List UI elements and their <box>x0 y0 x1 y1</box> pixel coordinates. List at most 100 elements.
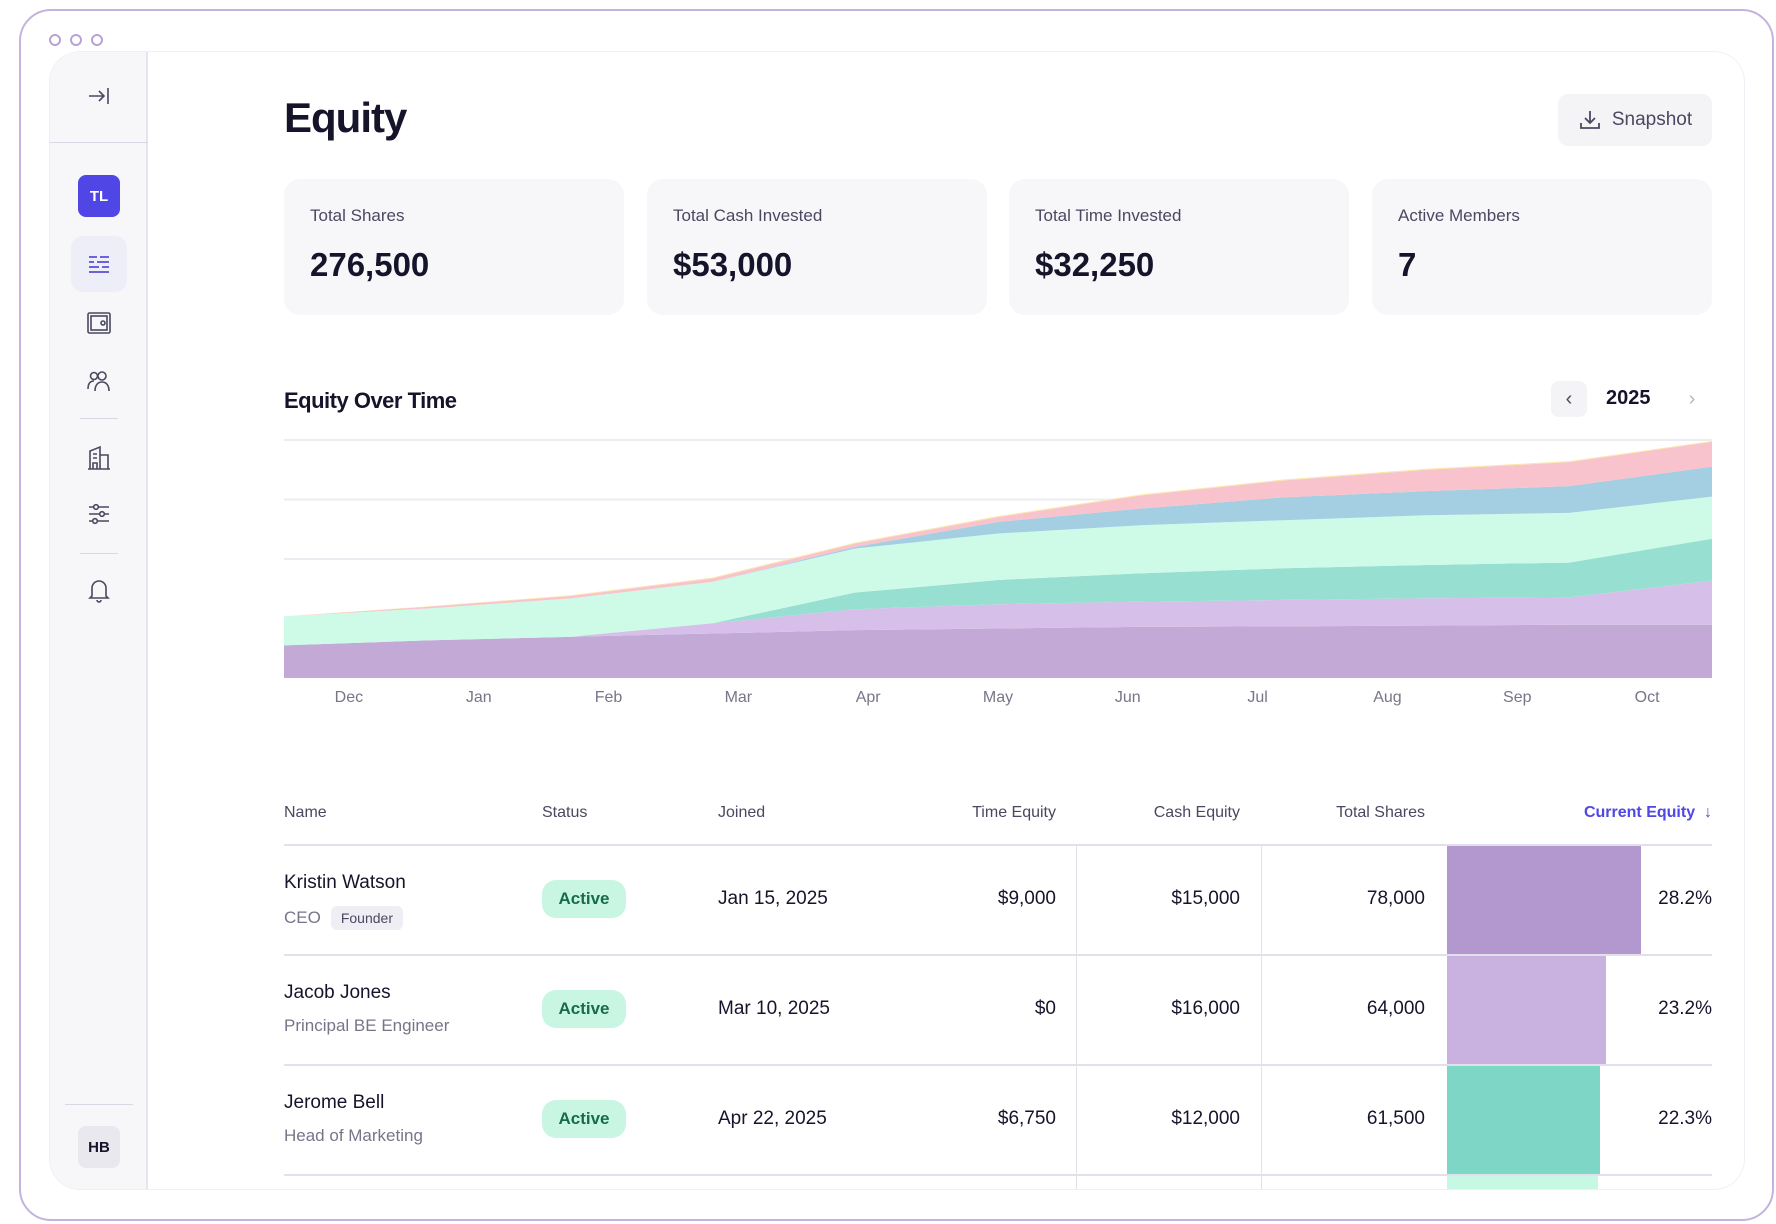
area-series-1 <box>284 624 1712 678</box>
equity-bar <box>1447 846 1641 956</box>
prev-year-button[interactable]: ‹ <box>1551 381 1587 417</box>
download-icon <box>1579 111 1600 129</box>
workspace-avatar[interactable]: TL <box>78 175 120 217</box>
column-header-current-equity[interactable]: Current Equity ↓ <box>1478 804 1712 822</box>
stat-label: Active Members <box>1398 206 1520 225</box>
status-badge: Active <box>542 880 626 918</box>
table-header-divider <box>284 844 1712 846</box>
snapshot-label: Snapshot <box>1611 109 1693 130</box>
sidebar-item-notifications[interactable] <box>71 562 127 618</box>
column-header-time-equity[interactable]: Time Equity <box>972 804 1056 821</box>
sidebar-divider <box>80 553 118 554</box>
x-tick-label: Mar <box>725 689 753 706</box>
chart-title: Equity Over Time <box>284 388 457 413</box>
total-shares: 61,500 <box>1366 1108 1425 1129</box>
current-equity: 23.2% <box>1658 998 1712 1019</box>
current-equity: 28.2% <box>1658 888 1712 909</box>
cash-equity: $15,000 <box>1171 888 1240 909</box>
area-series-6 <box>284 441 1712 617</box>
stat-value: 276,500 <box>310 246 430 283</box>
sidebar-item-vault[interactable] <box>71 295 127 351</box>
user-avatar[interactable]: HB <box>78 1126 120 1168</box>
column-header-cash-equity[interactable]: Cash Equity <box>1153 804 1240 821</box>
stat-value: $32,250 <box>1035 246 1155 283</box>
equity-bar <box>1447 956 1607 1066</box>
sidebar-item-equity[interactable] <box>71 236 127 292</box>
member-name[interactable]: Jacob Jones <box>284 982 391 1003</box>
stat-card-total-time: Total Time Invested $32,250 <box>1009 179 1349 315</box>
column-header-name[interactable]: Name <box>284 804 327 821</box>
safe-icon <box>87 312 111 334</box>
snapshot-button[interactable]: Snapshot <box>1558 94 1712 146</box>
x-tick-label: Feb <box>595 689 623 706</box>
status-badge: Active <box>542 1100 626 1138</box>
x-tick-label: Dec <box>335 689 363 706</box>
member-role: CEO <box>284 908 321 927</box>
column-header-status[interactable]: Status <box>542 804 588 821</box>
member-name[interactable]: Kristin Watson <box>284 872 406 893</box>
column-header-label: Current Equity <box>1583 804 1696 821</box>
row-divider <box>284 1174 1712 1176</box>
stat-label: Total Cash Invested <box>673 206 823 225</box>
cash-equity: $12,000 <box>1171 1108 1240 1129</box>
equity-list-icon <box>89 256 109 273</box>
founder-tag: Founder <box>330 906 403 930</box>
stat-label: Total Shares <box>310 206 405 225</box>
area-series-4 <box>284 496 1712 646</box>
users-icon <box>87 371 110 392</box>
x-tick-label: Sep <box>1503 689 1532 706</box>
cash-equity: $16,000 <box>1171 998 1240 1019</box>
arrow-down-icon: ↓ <box>1699 804 1712 821</box>
equity-over-time-chart: Dec Jan Feb Mar Apr May Jun Jul Aug Sep Oct <box>284 439 1712 706</box>
joined-date: Mar 10, 2025 <box>718 998 830 1019</box>
joined-date: Apr 22, 2025 <box>718 1108 827 1129</box>
table-row[interactable] <box>148 1176 1744 1189</box>
year-label: 2025 <box>1606 387 1651 409</box>
x-tick-label: Aug <box>1373 689 1401 706</box>
area-series-3 <box>284 538 1712 646</box>
window-dot-icon[interactable] <box>91 34 103 46</box>
sidebar-item-company[interactable] <box>71 430 127 486</box>
sidebar-item-settings[interactable] <box>71 486 127 542</box>
time-equity: $0 <box>1034 998 1056 1019</box>
x-tick-label: Apr <box>856 689 882 706</box>
member-role-line: Principal BE Engineer <box>284 1016 449 1036</box>
equity-bar <box>1447 1066 1601 1176</box>
stat-card-total-cash: Total Cash Invested $53,000 <box>647 179 987 315</box>
equity-bar <box>1447 1176 1598 1189</box>
page-title: Equity <box>284 94 407 141</box>
sidebar-divider <box>65 1104 133 1105</box>
sidebar-divider <box>50 142 148 143</box>
next-year-button[interactable]: › <box>1674 381 1710 417</box>
member-name[interactable]: Jerome Bell <box>284 1092 385 1113</box>
app: TL HB Equity Snapshot Total Share <box>50 52 1744 1189</box>
time-equity: $6,750 <box>997 1108 1056 1129</box>
joined-date: Jan 15, 2025 <box>718 888 828 909</box>
column-header-total-shares[interactable]: Total Shares <box>1336 804 1425 821</box>
window-dot-icon[interactable] <box>70 34 82 46</box>
status-badge: Active <box>542 990 626 1028</box>
sidebar-divider <box>80 418 118 419</box>
column-divider <box>1261 845 1262 1189</box>
member-role-line: Head of Marketing <box>284 1126 423 1146</box>
total-shares: 64,000 <box>1366 998 1425 1019</box>
stat-card-active-members: Active Members 7 <box>1372 179 1712 315</box>
building-icon <box>88 445 110 470</box>
table-row[interactable]: Jacob Jones Principal BE Engineer Active… <box>148 956 1744 1066</box>
area-series-2 <box>284 580 1712 646</box>
table-row[interactable]: Jerome Bell Head of Marketing Active Apr… <box>148 1066 1744 1176</box>
sidebar-item-members[interactable] <box>71 353 127 409</box>
current-equity: 22.3% <box>1658 1108 1712 1129</box>
x-tick-label: Jun <box>1115 689 1141 706</box>
collapse-right-icon <box>89 88 109 104</box>
time-equity: $9,000 <box>997 888 1056 909</box>
sliders-icon <box>89 503 109 525</box>
window-dot-icon[interactable] <box>49 34 61 46</box>
collapse-sidebar-button[interactable] <box>71 68 127 124</box>
column-header-joined[interactable]: Joined <box>718 804 766 821</box>
stat-card-total-shares: Total Shares 276,500 <box>284 179 624 315</box>
member-role: Head of Marketing <box>284 1126 423 1145</box>
stat-label: Total Time Invested <box>1035 206 1182 225</box>
bell-icon <box>88 580 110 603</box>
table-row[interactable]: Kristin Watson CEO Founder Active Jan 15,… <box>148 846 1744 956</box>
